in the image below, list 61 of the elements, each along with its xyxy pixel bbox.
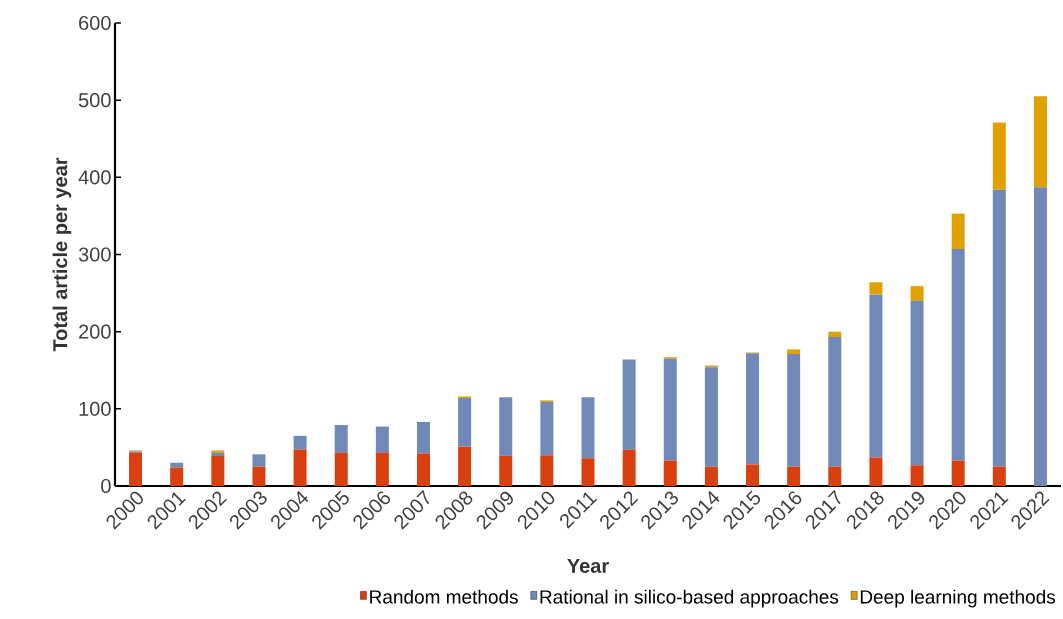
bar xyxy=(1033,187,1047,486)
bar xyxy=(581,397,595,459)
bar xyxy=(334,452,348,486)
bar xyxy=(704,466,718,486)
bar xyxy=(992,466,1006,486)
bar xyxy=(910,300,924,466)
bar xyxy=(252,454,266,467)
y-tick-label: 500 xyxy=(78,93,111,108)
bar xyxy=(869,457,883,486)
bar xyxy=(746,353,760,465)
bar xyxy=(828,331,842,338)
bar xyxy=(992,122,1006,190)
bar xyxy=(828,466,842,486)
bar xyxy=(910,465,924,486)
bar xyxy=(663,460,677,486)
bar xyxy=(869,294,883,458)
bar xyxy=(581,458,595,486)
bar xyxy=(293,435,307,450)
bar xyxy=(663,358,677,461)
bar xyxy=(499,397,513,456)
bar xyxy=(910,286,924,301)
bar xyxy=(211,455,225,486)
bar xyxy=(787,466,801,486)
bar xyxy=(458,446,472,486)
bar xyxy=(252,466,266,486)
bar xyxy=(129,452,143,486)
bar xyxy=(622,359,636,450)
bar xyxy=(416,453,430,486)
y-tick-label: 600 xyxy=(79,15,111,31)
legend-label: Deep learning methods xyxy=(860,589,1056,608)
bar xyxy=(540,455,554,486)
bar xyxy=(828,337,842,467)
bar xyxy=(951,213,965,250)
legend-label: Random methods xyxy=(370,589,518,604)
bar xyxy=(293,449,307,486)
bar xyxy=(1033,96,1047,188)
bar xyxy=(416,421,430,454)
bar xyxy=(787,354,801,467)
bar xyxy=(375,452,389,486)
y-tick-label: 400 xyxy=(78,170,111,185)
legend-label: Rational in silico-based approaches xyxy=(540,589,839,608)
bar xyxy=(622,449,636,486)
x-axis-title: Year xyxy=(567,558,609,573)
bar xyxy=(540,401,554,456)
bar xyxy=(746,464,760,486)
y-tick-label: 0 xyxy=(101,478,111,494)
y-axis-title: Total article per year xyxy=(52,157,72,352)
y-tick-label: 300 xyxy=(78,247,111,262)
y-tick-label: 100 xyxy=(79,401,111,416)
bar xyxy=(375,426,389,453)
bar xyxy=(170,467,184,486)
bar xyxy=(992,189,1006,467)
bar xyxy=(499,455,513,486)
bar xyxy=(334,425,348,453)
bar xyxy=(951,249,965,461)
y-tick-label: 200 xyxy=(79,324,111,339)
bar xyxy=(787,349,801,355)
bar xyxy=(951,460,965,486)
bar xyxy=(458,398,472,447)
bar xyxy=(869,282,883,295)
bar xyxy=(704,367,718,467)
